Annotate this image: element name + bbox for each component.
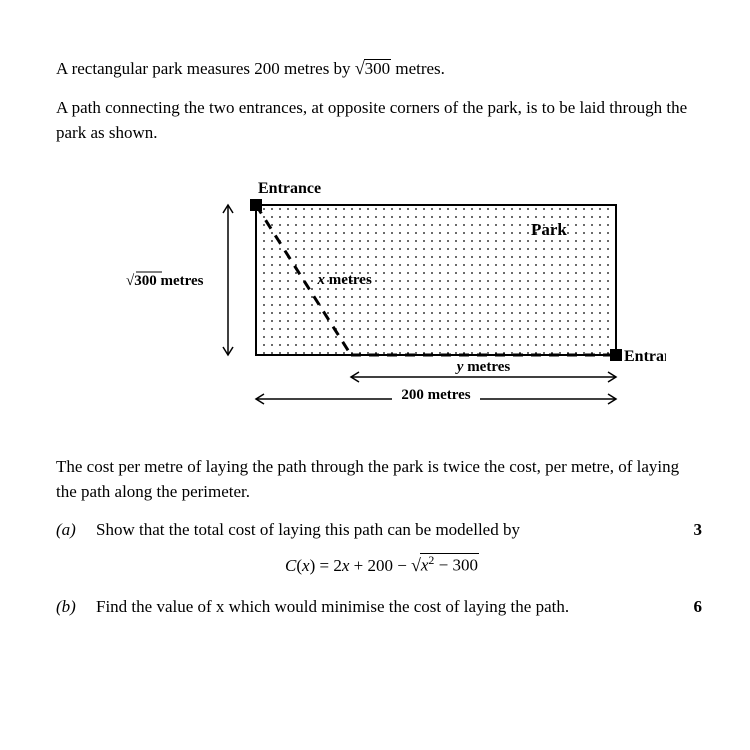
intro-line-1: A rectangular park measures 200 metres b…	[56, 56, 702, 82]
svg-text:√300 metres: √300 metres	[126, 273, 204, 289]
part-b-marks: 6	[682, 595, 702, 620]
part-a-row: (a) Show that the total cost of laying t…	[56, 518, 702, 585]
svg-text:200 metres: 200 metres	[401, 387, 470, 403]
part-a-body: Show that the total cost of laying this …	[96, 518, 668, 585]
svg-text:Entrance: Entrance	[624, 348, 666, 365]
cost-equation: C(x) = 2x + 200 − √x2 − 300	[96, 553, 668, 579]
svg-text:Park: Park	[531, 220, 567, 239]
part-label: (b)	[56, 595, 82, 620]
text: metres.	[391, 59, 445, 78]
svg-text:x metres: x metres	[317, 272, 372, 288]
part-a-marks: 3	[682, 518, 702, 543]
park-diagram: Entrance Entrance Park x metres √300 metres y…	[126, 175, 702, 425]
part-b-row: (b) Find the value of x which would mini…	[56, 595, 702, 620]
sqrt-expr: √300	[355, 56, 391, 82]
cost-description: The cost per metre of laying the path th…	[56, 455, 702, 504]
svg-text:Entrance: Entrance	[258, 180, 321, 197]
text: A rectangular park measures 200 metres b…	[56, 59, 355, 78]
diagram-svg: Entrance Entrance Park x metres √300 metres y…	[126, 175, 666, 425]
svg-text:y metres: y metres	[455, 359, 511, 375]
exam-question-page: A rectangular park measures 200 metres b…	[0, 0, 750, 656]
intro-line-2: A path connecting the two entrances, at …	[56, 96, 702, 145]
part-b-text: Find the value of x which would minimise…	[96, 595, 668, 620]
part-label: (a)	[56, 518, 82, 543]
part-a-text: Show that the total cost of laying this …	[96, 518, 668, 543]
